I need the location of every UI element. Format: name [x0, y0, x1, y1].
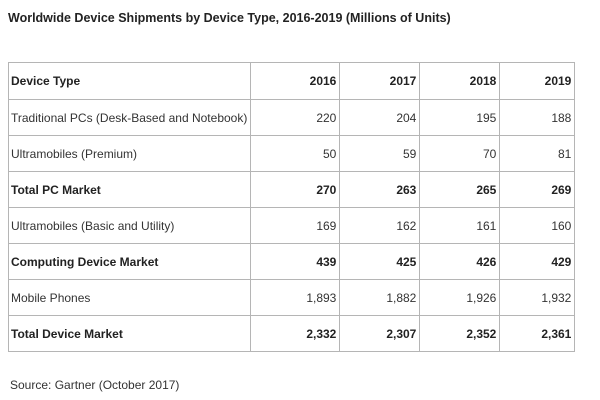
row-value: 2,307: [339, 315, 421, 352]
table-row: Ultramobiles (Basic and Utility) 169 162 16…: [7, 207, 576, 244]
row-label: Mobile Phones: [7, 279, 252, 316]
shipments-table-container: Device Type 2016 2017 2018 2019 Traditio…: [7, 62, 576, 352]
table-row: Traditional PCs (Desk-Based and Notebook…: [7, 99, 576, 136]
row-value: 425: [339, 243, 421, 280]
table-body: Device Type 2016 2017 2018 2019 Traditio…: [7, 62, 576, 352]
row-value: 439: [250, 243, 341, 280]
header-device-type: Device Type: [7, 62, 252, 100]
row-label: Traditional PCs (Desk-Based and Notebook…: [7, 99, 252, 136]
row-value: 2,352: [419, 315, 501, 352]
row-value: 161: [419, 207, 501, 244]
table-header-row: Device Type 2016 2017 2018 2019: [7, 62, 576, 100]
row-value: 169: [250, 207, 341, 244]
table-row: Ultramobiles (Premium) 50 59 70 81: [7, 135, 576, 172]
row-label: Computing Device Market: [7, 243, 252, 280]
table-title: Worldwide Device Shipments by Device Typ…: [8, 11, 451, 25]
row-label: Total PC Market: [7, 171, 252, 208]
row-value: 1,893: [250, 279, 341, 316]
header-year-2017: 2017: [339, 62, 421, 100]
table-row: Mobile Phones 1,893 1,882 1,926 1,932: [7, 279, 576, 316]
row-label: Ultramobiles (Premium): [7, 135, 252, 172]
header-year-2016: 2016: [250, 62, 341, 100]
row-value: 220: [250, 99, 341, 136]
row-value: 188: [499, 99, 576, 136]
row-value: 269: [499, 171, 576, 208]
row-value: 1,932: [499, 279, 576, 316]
shipments-table: Device Type 2016 2017 2018 2019 Traditio…: [7, 62, 576, 352]
header-year-2019: 2019: [499, 62, 576, 100]
table-row: Total PC Market 270 263 265 269: [7, 171, 576, 208]
row-value: 2,332: [250, 315, 341, 352]
row-value: 429: [499, 243, 576, 280]
row-value: 426: [419, 243, 501, 280]
header-year-2018: 2018: [419, 62, 501, 100]
table-row: Computing Device Market 439 425 426 429: [7, 243, 576, 280]
row-value: 50: [250, 135, 341, 172]
row-value: 160: [499, 207, 576, 244]
row-value: 195: [419, 99, 501, 136]
row-value: 1,926: [419, 279, 501, 316]
row-value: 2,361: [499, 315, 576, 352]
row-value: 70: [419, 135, 501, 172]
row-label: Total Device Market: [7, 315, 252, 352]
row-value: 81: [499, 135, 576, 172]
table-row: Total Device Market 2,332 2,307 2,352 2,361: [7, 315, 576, 352]
row-value: 263: [339, 171, 421, 208]
row-value: 265: [419, 171, 501, 208]
source-note: Source: Gartner (October 2017): [10, 378, 180, 392]
row-label: Ultramobiles (Basic and Utility): [7, 207, 252, 244]
row-value: 1,882: [339, 279, 421, 316]
row-value: 162: [339, 207, 421, 244]
row-value: 204: [339, 99, 421, 136]
row-value: 270: [250, 171, 341, 208]
row-value: 59: [339, 135, 421, 172]
